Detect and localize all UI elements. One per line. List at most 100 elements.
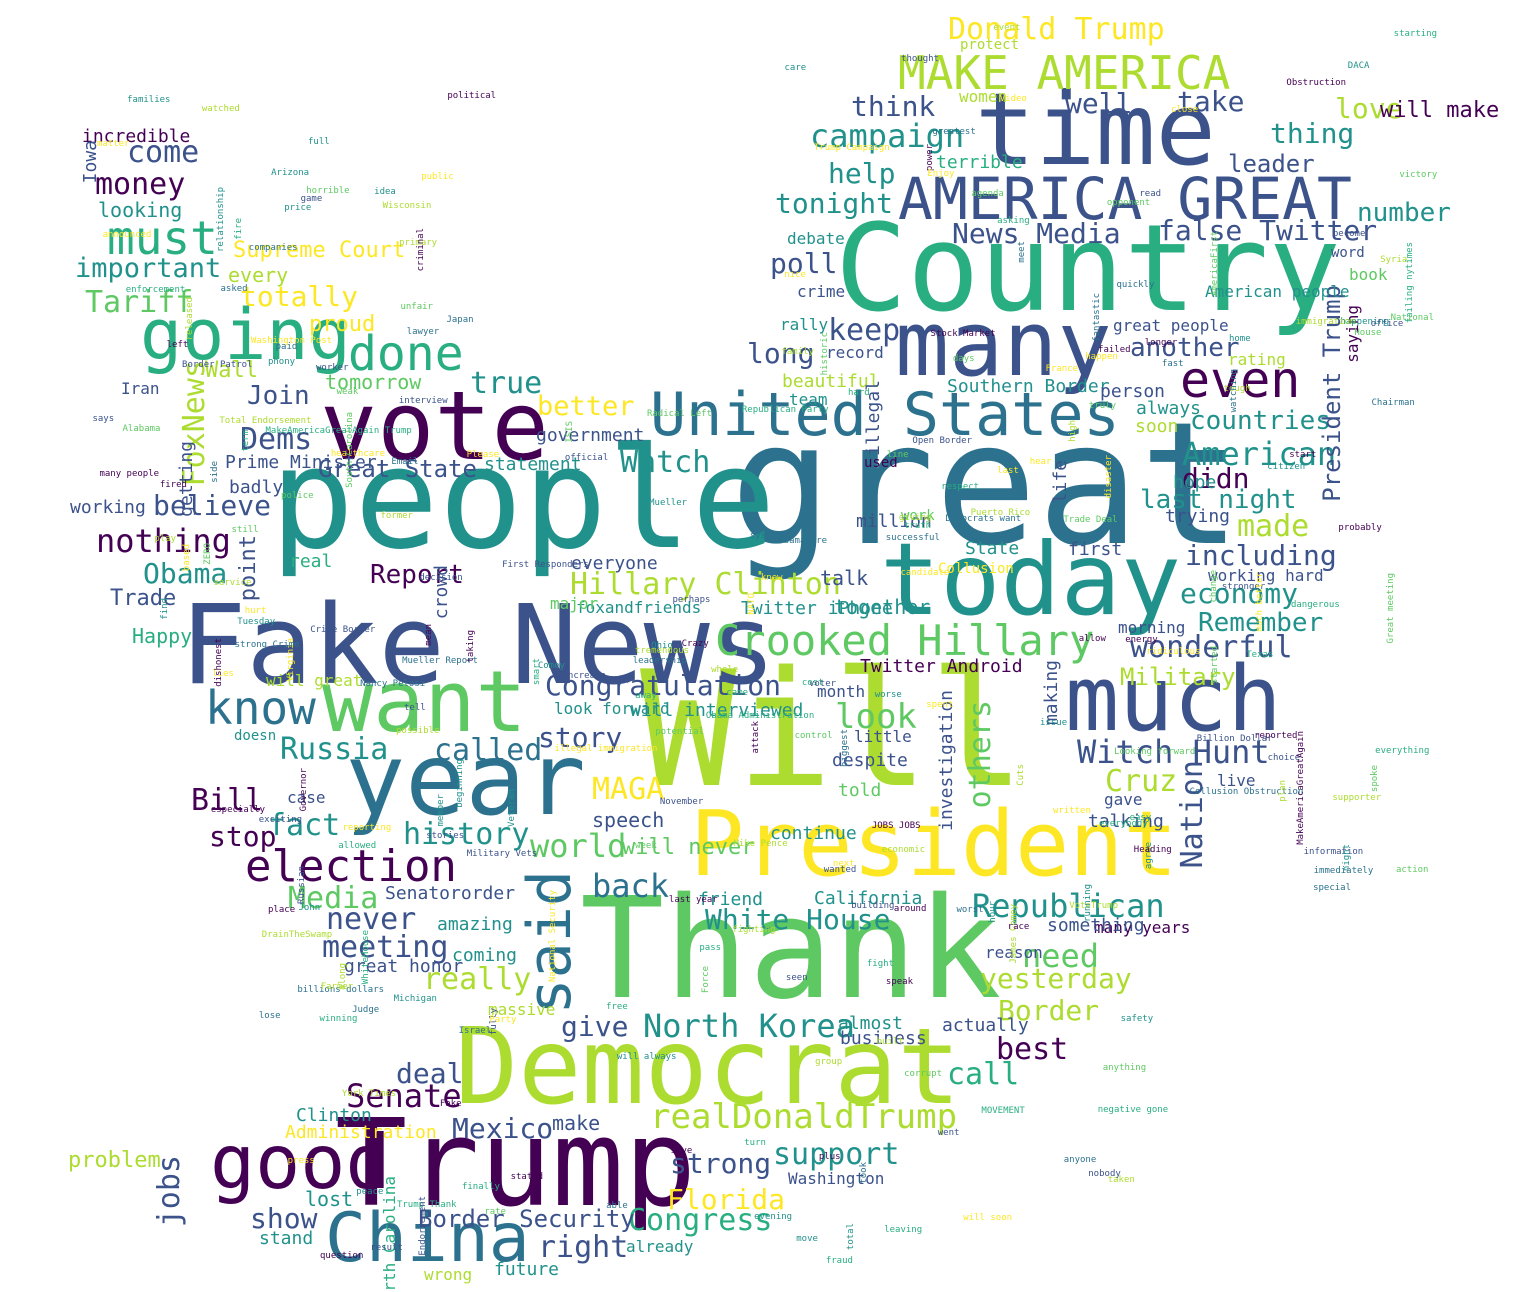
word-help: help — [828, 157, 896, 190]
small-word: pass — [699, 942, 722, 953]
word-foxandfriends: foxandfriends — [576, 598, 702, 617]
small-word: easy — [1129, 812, 1152, 823]
small-word: line — [886, 450, 909, 461]
word-wall: Wall — [205, 358, 258, 383]
word-rating: rating — [1228, 350, 1286, 369]
small-word: allowed — [338, 840, 377, 851]
word-talk: talk — [820, 566, 869, 590]
word-lost: lost — [305, 1187, 354, 1211]
small-word: potential — [655, 727, 705, 738]
word-stop: stop — [209, 820, 277, 853]
word-news-media: News Media — [952, 217, 1121, 250]
word-show: show — [250, 1202, 318, 1235]
small-word: built — [876, 1036, 904, 1047]
small-word: truth — [904, 521, 932, 532]
word-many: many — [895, 292, 1112, 397]
word-person: person — [1100, 381, 1166, 402]
small-word: quickly — [1116, 280, 1155, 290]
small-word: Military Vets — [466, 848, 538, 859]
small-word: week — [635, 840, 657, 851]
small-word: matter — [96, 138, 130, 149]
word-right: right — [538, 1230, 629, 1265]
small-word: question — [320, 1251, 364, 1262]
word-supreme-court: Supreme Court — [233, 238, 406, 263]
word-love: love — [1335, 92, 1403, 125]
small-word: issue — [1040, 717, 1068, 728]
small-word: Party — [489, 1015, 517, 1026]
small-word: ZERO — [203, 543, 214, 565]
word-hope: hope — [1173, 472, 1217, 493]
word-every: every — [228, 263, 289, 287]
small-word: ridiculous — [1146, 646, 1201, 657]
small-word: dangerous — [1290, 600, 1340, 611]
small-word: candidate — [900, 568, 950, 579]
small-word: unfair — [400, 301, 433, 312]
small-word: primary — [399, 238, 438, 249]
small-word: companies — [248, 243, 298, 254]
small-word: seen — [785, 973, 808, 984]
small-word: Trade Deal — [1063, 514, 1118, 525]
word-white-house: White House — [705, 903, 891, 936]
small-word: successful — [885, 532, 940, 543]
small-word: high — [1067, 419, 1078, 442]
small-word: fighting — [732, 925, 776, 936]
word-will-make: will make — [1380, 98, 1500, 123]
small-word: Farmer — [320, 981, 354, 992]
small-word: tell — [403, 702, 426, 713]
small-word: announced — [102, 230, 152, 241]
word-california: California — [814, 888, 923, 909]
small-word: Arizona — [271, 168, 310, 179]
small-word: power — [925, 144, 936, 172]
word-story: story — [538, 721, 623, 754]
small-word: event — [993, 22, 1021, 33]
small-word: Force — [701, 966, 712, 994]
small-word: AmericaFirst — [1210, 230, 1221, 296]
small-word: Russian — [297, 866, 308, 905]
word-collusion: Collusion — [938, 561, 1014, 577]
small-word: last year — [668, 895, 718, 906]
word-america-great: AMERICA GREAT — [898, 165, 1352, 233]
word-called: called — [434, 733, 543, 768]
small-word: corrupt — [904, 1069, 942, 1080]
small-word: failed — [1098, 345, 1131, 356]
word-will: Will — [640, 636, 1026, 823]
word-take: take — [1177, 85, 1245, 118]
small-word: came — [726, 688, 749, 699]
word-call: call — [947, 1057, 1020, 1092]
word-southern-border: Southern Border — [947, 376, 1110, 397]
word-problem: problem — [68, 1148, 161, 1173]
small-word: based — [181, 543, 192, 571]
word-working-hard: working hard — [1208, 566, 1324, 585]
word-north-carolina: North Carolina — [380, 1176, 399, 1292]
small-word: running — [1083, 884, 1094, 923]
word-better: better — [537, 391, 635, 422]
small-word: stories — [426, 831, 465, 842]
small-word: full — [307, 137, 330, 148]
word-amazing: amazing — [437, 914, 513, 935]
word-live: live — [1217, 771, 1256, 790]
small-word: lawyer — [406, 326, 440, 337]
word-obama: Obama — [143, 557, 228, 590]
small-word: MakeAmericaGreatAgain Trump — [265, 425, 412, 436]
small-word: starting — [1393, 28, 1438, 39]
small-word: Washington Post — [250, 335, 333, 346]
small-word: voter — [808, 679, 837, 690]
small-word: Please — [466, 450, 500, 461]
small-word: started — [1209, 645, 1220, 684]
small-word: giving — [898, 513, 932, 524]
small-word: allow — [1078, 634, 1106, 645]
word-others: others — [963, 700, 998, 809]
word-twitter-android: Twitter Android — [860, 656, 1023, 677]
word-time: time — [975, 71, 1216, 188]
small-word: supporter — [1332, 793, 1382, 804]
small-word: Trump Thank — [396, 1200, 457, 1211]
word-already: already — [626, 1237, 694, 1256]
word-need: need — [1022, 937, 1100, 975]
small-word: negative gone — [1097, 1104, 1169, 1115]
word-florida: Florida — [667, 1183, 786, 1216]
small-word: Ohio — [651, 641, 673, 652]
small-word: Trump Campaign — [813, 142, 890, 153]
small-word: JOBS JOBS — [871, 821, 921, 832]
small-word: information — [1303, 846, 1364, 857]
word-done: done — [348, 326, 464, 382]
